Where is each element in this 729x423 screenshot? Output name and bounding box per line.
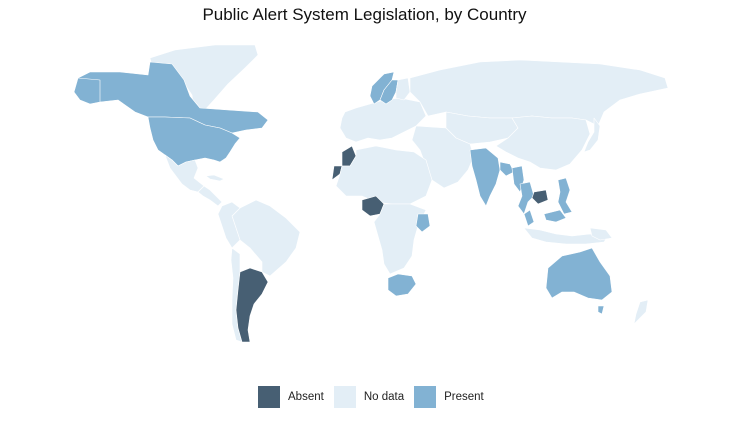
country-western-europe[interactable]: [339, 97, 427, 143]
country-malaysia[interactable]: [523, 209, 567, 227]
country-argentina[interactable]: [235, 267, 269, 343]
country-brazil[interactable]: [231, 199, 301, 277]
legend-item-no-data: No data: [333, 385, 405, 408]
legend-item-absent: Absent: [258, 385, 324, 408]
legend-label-no-data: No data: [363, 390, 405, 403]
map-legend: Absent No data Present: [258, 384, 494, 409]
country-peru[interactable]: [217, 201, 241, 249]
country-cambodia[interactable]: [531, 189, 549, 205]
country-papua-new-guinea[interactable]: [589, 227, 613, 241]
legend-swatch-absent: [258, 385, 280, 408]
legend-label-absent: Absent: [288, 390, 324, 403]
legend-item-present: Present: [414, 385, 484, 408]
country-japan[interactable]: [583, 117, 601, 153]
country-mexico[interactable]: [164, 154, 205, 193]
country-alaska[interactable]: [73, 77, 101, 105]
country-kenya[interactable]: [415, 213, 431, 233]
country-bangladesh[interactable]: [499, 161, 515, 177]
country-new-zealand[interactable]: [633, 299, 649, 325]
country-canada[interactable]: [77, 61, 269, 134]
legend-swatch-present: [414, 385, 437, 408]
country-sweden[interactable]: [379, 79, 399, 105]
country-south-africa[interactable]: [387, 273, 417, 297]
country-united-states[interactable]: [147, 116, 241, 167]
country-india[interactable]: [469, 147, 501, 207]
map-title: Public Alert System Legislation, by Coun…: [202, 5, 527, 24]
country-thailand[interactable]: [517, 181, 535, 215]
country-middle-east[interactable]: [411, 125, 475, 189]
country-cuba[interactable]: [205, 174, 225, 182]
country-tasmania[interactable]: [597, 305, 605, 315]
country-philippines[interactable]: [557, 177, 573, 215]
legend-label-present: Present: [444, 390, 484, 403]
country-australia[interactable]: [545, 247, 613, 301]
country-china[interactable]: [495, 115, 591, 171]
country-central-america[interactable]: [197, 185, 223, 207]
country-north-africa[interactable]: [335, 145, 433, 205]
country-central-africa[interactable]: [373, 203, 427, 275]
country-finland[interactable]: [395, 77, 411, 101]
legend-swatch-no-data: [333, 385, 356, 408]
